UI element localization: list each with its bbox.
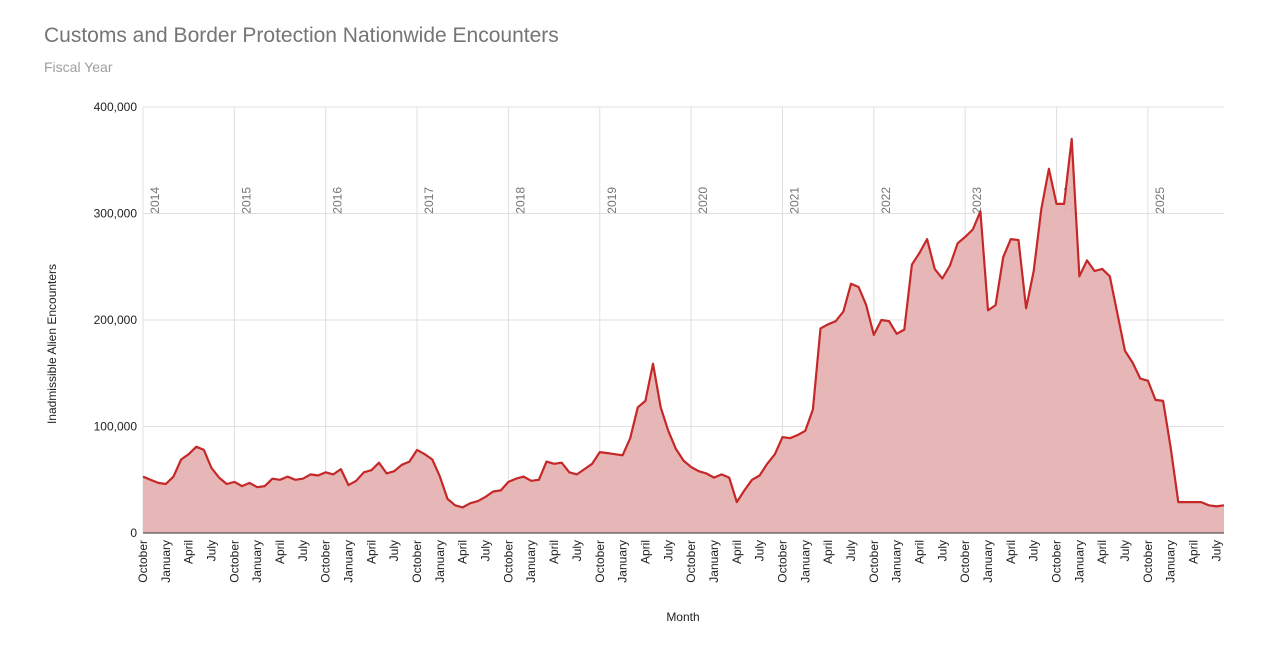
year-label: 2014 (148, 187, 162, 214)
year-label: 2021 (787, 187, 801, 214)
x-tick-label: October (958, 540, 972, 583)
year-label: 2018 (513, 187, 527, 214)
x-tick-label: April (456, 540, 470, 564)
x-tick-label: January (433, 540, 447, 583)
x-tick-label: April (182, 540, 196, 564)
year-label: 2016 (331, 187, 345, 214)
x-tick-label: January (707, 540, 721, 583)
x-tick-label: April (821, 540, 835, 564)
y-tick-label: 200,000 (94, 313, 138, 327)
x-tick-label: April (547, 540, 561, 564)
x-tick-label: January (981, 540, 995, 583)
y-axis: 0 100,000 200,000 300,000 400,000 (94, 100, 138, 540)
x-tick-label: January (798, 540, 812, 583)
x-tick-label: July (1027, 540, 1041, 561)
x-tick-label: April (273, 540, 287, 564)
y-tick-label: 400,000 (94, 100, 138, 114)
x-tick-label: July (570, 540, 584, 561)
x-tick-label: October (775, 540, 789, 583)
series-line (142, 137, 1225, 509)
y-tick-label: 300,000 (94, 207, 138, 221)
year-label: 2025 (1153, 187, 1167, 214)
year-label: 2017 (422, 187, 436, 214)
x-tick-label: April (364, 540, 378, 564)
chart-title: Customs and Border Protection Nationwide… (44, 24, 559, 47)
x-tick-label: July (844, 540, 858, 561)
series-area-group (142, 137, 1225, 533)
x-tick-label: April (1187, 540, 1201, 564)
x-axis: October January April July October January Apr… (136, 532, 1224, 583)
year-label: 2019 (605, 187, 619, 214)
x-tick-label: January (250, 540, 264, 583)
x-tick-label: January (890, 540, 904, 583)
x-tick-label: April (730, 540, 744, 564)
x-tick-label: July (479, 540, 493, 561)
year-label: 2023 (970, 187, 984, 214)
x-tick-label: April (1004, 540, 1018, 564)
x-tick-label: October (867, 540, 881, 583)
x-tick-label: April (1095, 540, 1109, 564)
x-tick-label: January (159, 540, 173, 583)
x-tick-label: January (616, 540, 630, 583)
x-tick-label: October (1050, 540, 1064, 583)
chart-subtitle: Fiscal Year (44, 59, 113, 75)
x-tick-label: July (205, 540, 219, 561)
x-tick-label: July (753, 540, 767, 561)
x-tick-label: January (1072, 540, 1086, 583)
x-tick-label: October (684, 540, 698, 583)
x-tick-label: July (935, 540, 949, 561)
x-tick-label: January (342, 540, 356, 583)
x-tick-label: July (387, 540, 401, 561)
x-tick-label: April (912, 540, 926, 564)
x-tick-label: October (593, 540, 607, 583)
x-axis-title: Month (666, 610, 699, 624)
year-label: 2015 (239, 187, 253, 214)
y-tick-label: 100,000 (94, 420, 138, 434)
x-tick-label: July (296, 540, 310, 561)
y-axis-title: Inadmissible Alien Encounters (45, 264, 59, 424)
series-area-fill (143, 138, 1224, 533)
x-tick-label: July (1118, 540, 1132, 561)
y-tick-label: 0 (130, 526, 137, 540)
x-tick-label: October (319, 540, 333, 583)
x-tick-label: July (1209, 540, 1223, 561)
x-tick-label: October (136, 540, 150, 583)
x-tick-label: January (1164, 540, 1178, 583)
x-tick-label: October (227, 540, 241, 583)
x-tick-label: October (1141, 540, 1155, 583)
x-tick-label: October (501, 540, 515, 583)
x-tick-label: July (661, 540, 675, 561)
x-tick-label: October (410, 540, 424, 583)
x-tick-label: January (524, 540, 538, 583)
x-tick-label: April (638, 540, 652, 564)
year-label: 2020 (696, 187, 710, 214)
year-label: 2022 (879, 187, 893, 214)
year-markers: 2014 2015 2016 2017 2018 2019 2020 2021 2022 2023… (148, 187, 1167, 214)
